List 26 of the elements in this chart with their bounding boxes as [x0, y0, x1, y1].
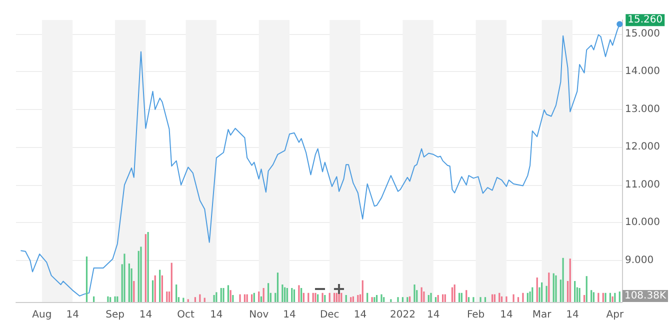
x-tick-label: Feb: [466, 310, 485, 320]
y-tick-label: 11.000: [625, 179, 660, 190]
x-tick-label: Sep: [106, 310, 124, 320]
x-tick-label: 2022: [390, 310, 416, 320]
x-tick-label: 14: [354, 310, 367, 320]
y-tick-label: 12.000: [625, 142, 660, 153]
x-tick-label: Oct: [177, 310, 194, 320]
y-tick-label: 10.000: [625, 217, 660, 228]
x-tick-label: 14: [566, 310, 579, 320]
y-tick-label: 14.000: [625, 66, 660, 78]
text: 108.38K: [624, 290, 666, 302]
x-tick-label: Apr: [606, 310, 624, 320]
y-tick-label: 15.000: [625, 28, 660, 40]
x-tick-label: Mar: [532, 310, 552, 320]
x-tick-label: 14: [500, 310, 513, 320]
x-tick-label: 14: [66, 310, 79, 320]
x-tick-label: 14: [283, 310, 296, 320]
y-tick-label: 13.000: [625, 104, 660, 115]
x-tick-label: Dec: [320, 310, 340, 320]
y-tick-label: 9.000: [625, 254, 654, 266]
x-tick-label: Nov: [249, 310, 269, 320]
x-tick-label: 14: [210, 310, 223, 320]
x-tick-label: Aug: [32, 310, 52, 320]
x-tick-label: 14: [426, 310, 440, 320]
data-label: 15.260: [628, 14, 663, 26]
x-tick-label: 14: [139, 310, 152, 320]
